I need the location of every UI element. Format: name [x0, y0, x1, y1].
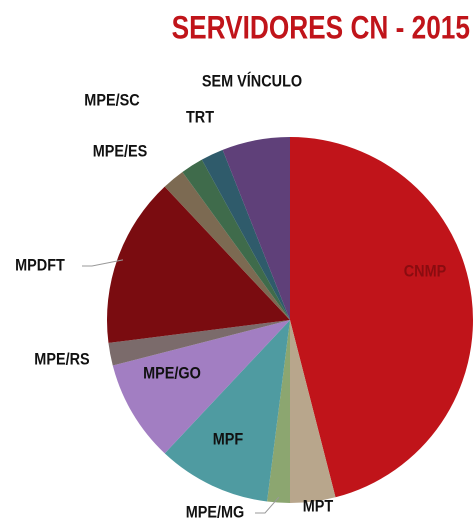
leader-line — [82, 259, 124, 267]
slice-label: MPT — [303, 497, 334, 515]
slice-label: MPE/SC — [84, 91, 139, 109]
pie-slice — [201, 149, 290, 320]
pie-slice — [267, 320, 290, 503]
slice-label: MPE/RS — [34, 350, 89, 368]
pie-slice — [164, 171, 290, 320]
slice-label: MPE/ES — [93, 142, 148, 160]
pie-slice — [108, 320, 290, 366]
slice-label: TRT — [186, 108, 214, 126]
pie-slice — [290, 137, 473, 498]
pie-slice — [290, 320, 336, 503]
slice-label: SEM VÍNCULO — [202, 70, 302, 90]
pie-slice — [107, 186, 290, 343]
chart-title: SERVIDORES CN - 2015 — [172, 11, 470, 46]
slice-label: MPE/MG — [186, 503, 245, 521]
pie-slice — [164, 320, 290, 502]
leader-line — [255, 496, 280, 514]
slice-label: CNMP — [404, 262, 447, 280]
slice-label: MPF — [213, 430, 244, 448]
pie-slice — [112, 320, 290, 454]
slice-label: MPDFT — [15, 256, 65, 274]
pie-slice — [222, 137, 290, 320]
pie-slice — [182, 159, 290, 320]
slice-label: MPE/GO — [143, 364, 201, 382]
